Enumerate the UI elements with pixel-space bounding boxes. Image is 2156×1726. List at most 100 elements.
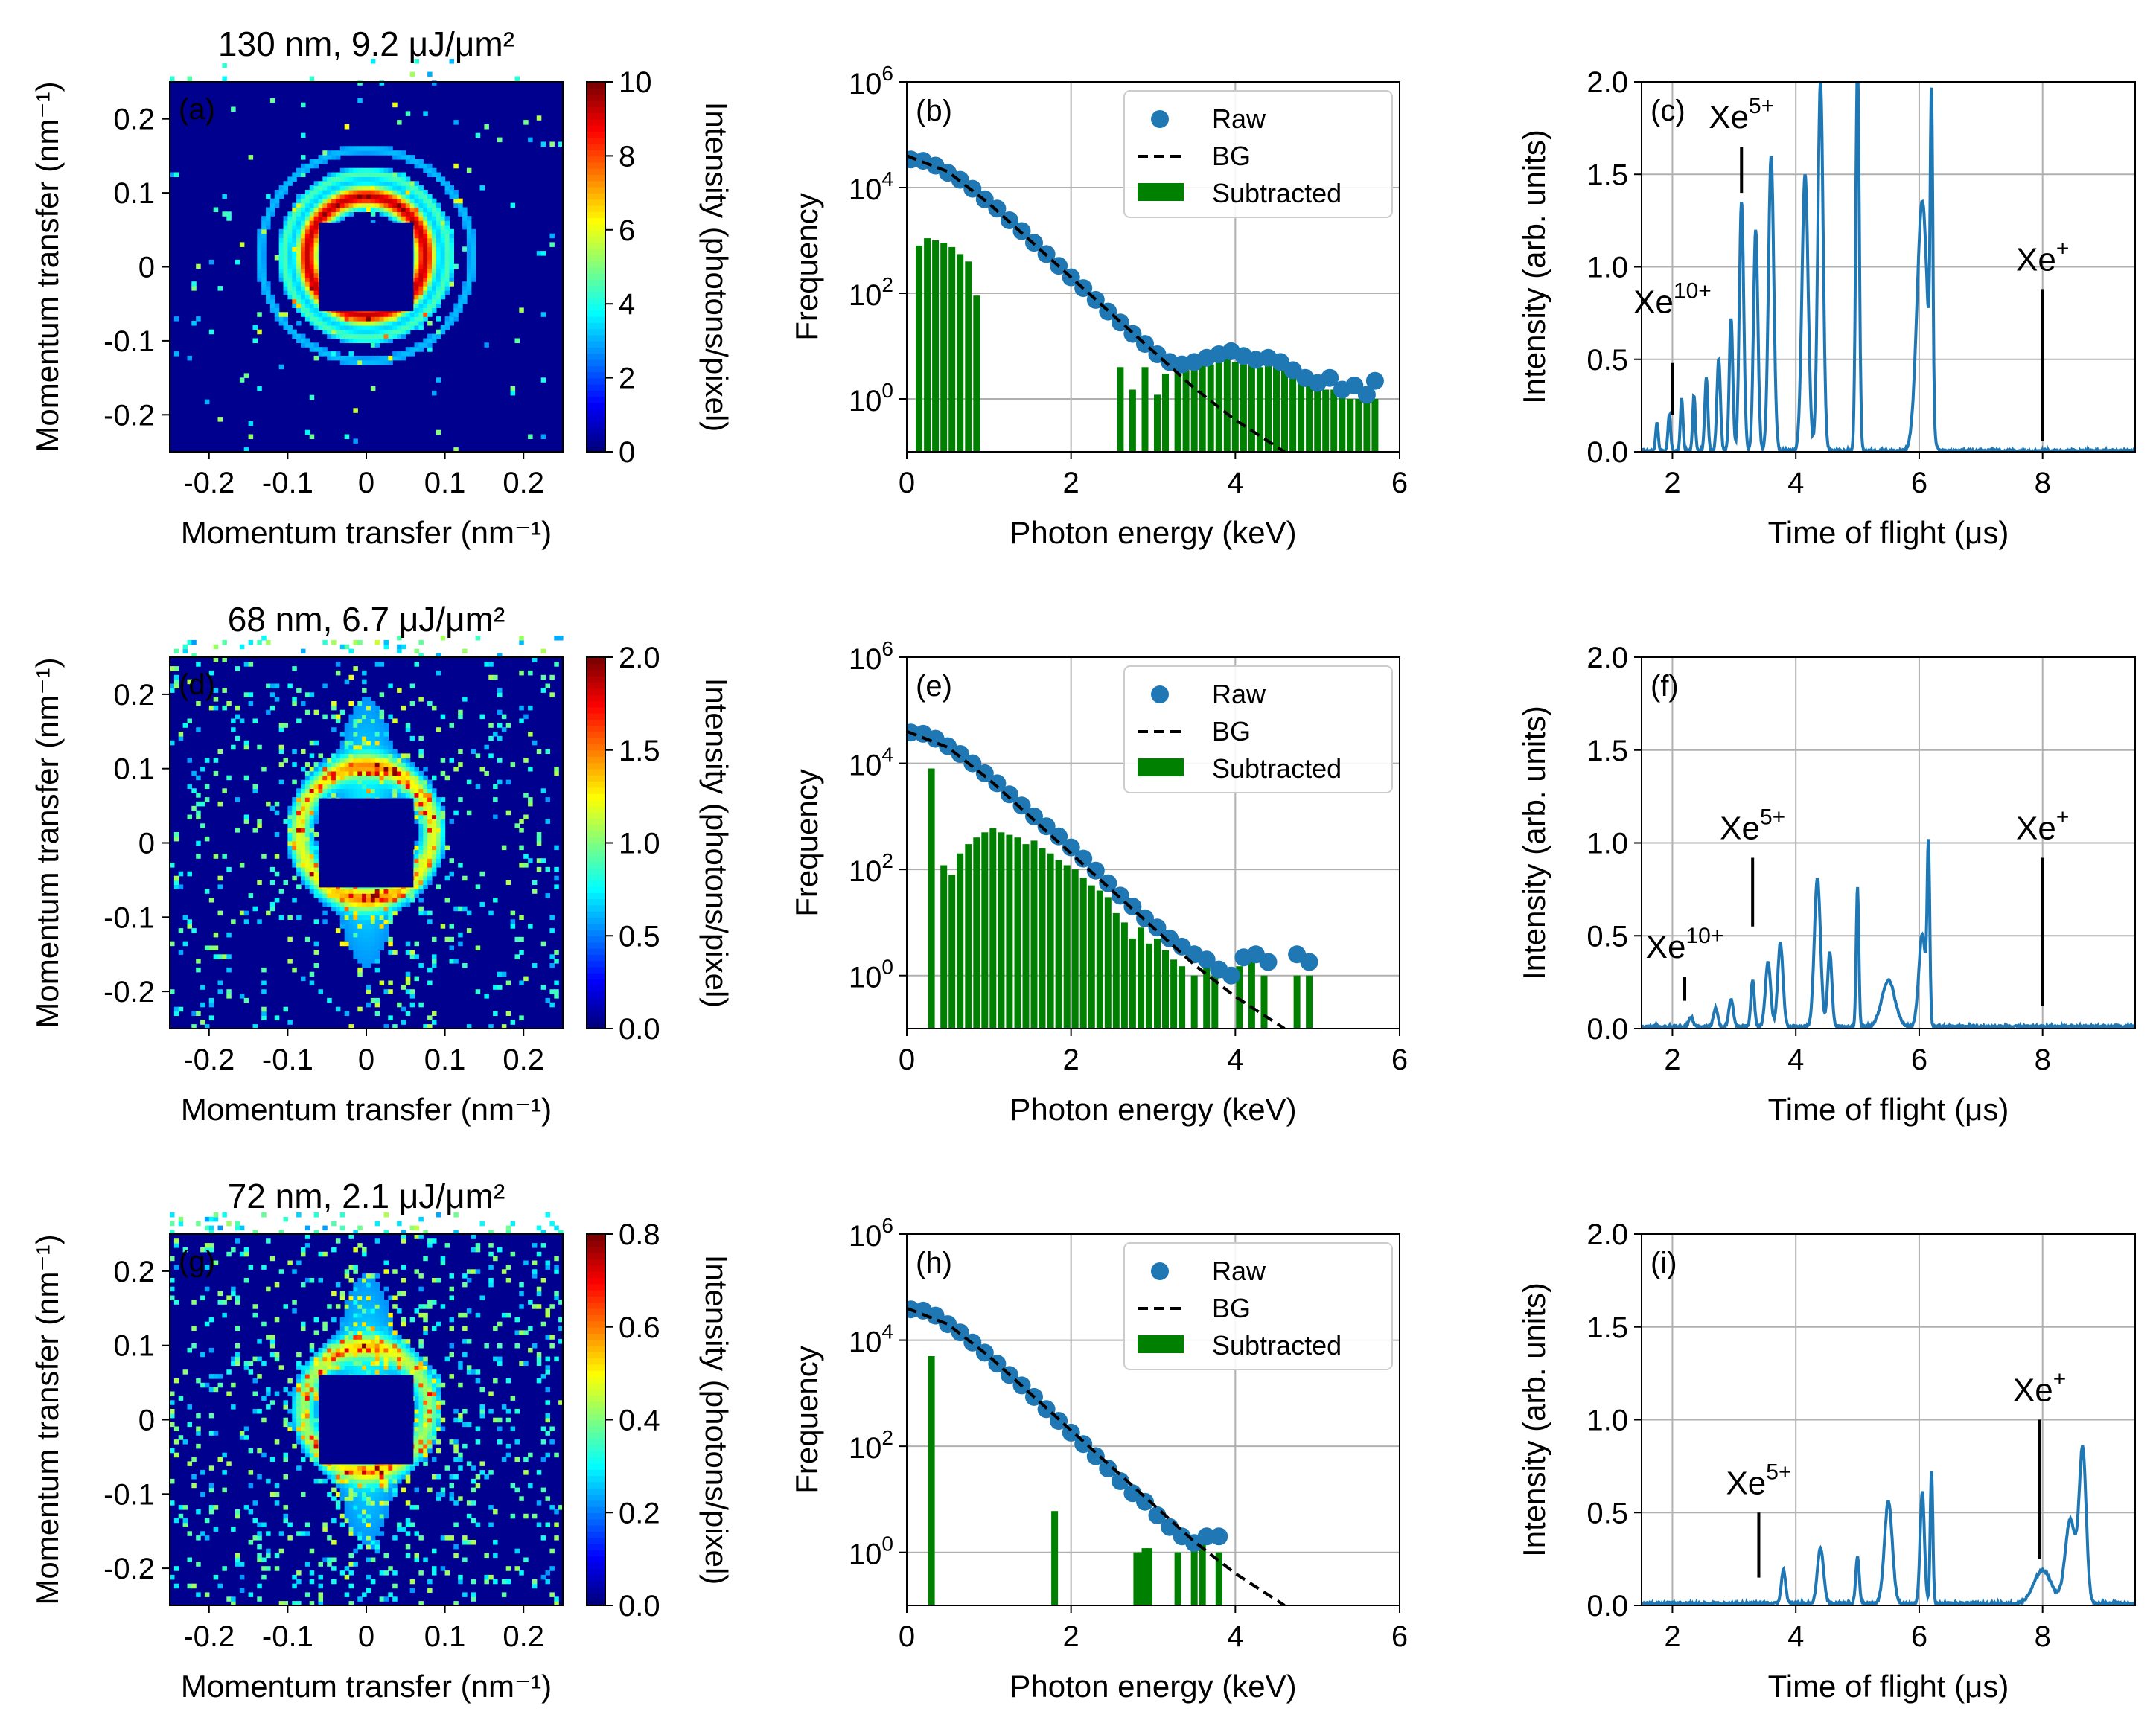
speckle-cell (191, 1483, 197, 1489)
speckle-cell (383, 359, 389, 365)
speckle-cell (366, 718, 371, 723)
speckle-cell (353, 718, 358, 723)
speckle-cell (388, 185, 393, 191)
speckle-cell (427, 342, 433, 348)
speckle-cell (353, 1527, 358, 1532)
speckle-cell (449, 190, 454, 195)
speckle-cell (366, 1308, 371, 1314)
speckle-cell (331, 784, 337, 789)
speckle-cell (357, 762, 363, 767)
speckle-cell (471, 237, 476, 243)
speckle-cell (309, 980, 315, 985)
speckle-cell (344, 325, 350, 330)
speckle-cell (313, 1230, 319, 1235)
speckle-cell (427, 1378, 433, 1384)
speckle-cell (270, 1343, 275, 1349)
speckle-cell (301, 1443, 306, 1449)
speckle-cell (414, 224, 419, 230)
speckle-cell (370, 1300, 376, 1305)
speckle-cell (261, 1574, 267, 1580)
speckle-cell (261, 1011, 267, 1016)
speckle-cell (327, 312, 332, 317)
speckle-cell (322, 1251, 328, 1257)
speckle-cell (362, 1308, 367, 1314)
speckle-cell (528, 137, 533, 143)
speckle-cell (362, 1509, 367, 1515)
speckle-cell (418, 1387, 424, 1393)
speckle-cell (296, 1378, 302, 1384)
speckle-cell (366, 779, 371, 785)
speckle-cell (414, 1365, 419, 1370)
speckle-cell (497, 709, 503, 715)
speckle-cell (287, 1391, 293, 1396)
speckle-cell (322, 1356, 328, 1362)
speckle-cell (379, 779, 385, 785)
speckle-cell (370, 924, 376, 929)
speckle-cell (309, 788, 315, 793)
speckle-cell (322, 898, 328, 903)
speckle-cell (397, 316, 402, 322)
speckle-cell (353, 316, 358, 322)
speckle-cell (301, 290, 306, 295)
speckle-cell (362, 749, 367, 754)
speckle-cell (296, 840, 302, 846)
speckle-cell (427, 805, 433, 811)
speckle-cell (440, 854, 446, 859)
speckle-cell (353, 898, 358, 903)
speckle-cell (366, 1312, 371, 1318)
speckle-cell (528, 767, 533, 772)
speckle-cell (405, 351, 411, 357)
speckle-cell (292, 697, 297, 702)
speckle-cell (173, 351, 179, 357)
speckle-cell (432, 202, 437, 208)
speckle-cell (475, 636, 481, 641)
speckle-cell (353, 932, 358, 938)
speckle-cell (344, 1465, 350, 1471)
speckle-cell (208, 898, 214, 903)
speckle-cell (173, 648, 179, 654)
speckle-cell (304, 775, 310, 781)
speckle-cell (427, 1238, 433, 1244)
speckle-cell (362, 1273, 367, 1279)
speckle-cell (383, 770, 389, 776)
speckle-cell (304, 294, 310, 300)
speckle-cell (331, 207, 337, 212)
speckle-cell (554, 875, 559, 881)
speckle-cell (235, 1343, 240, 1349)
speckle-cell (270, 98, 275, 103)
speckle-cell (383, 906, 389, 912)
speckle-cell (405, 1465, 411, 1471)
speckle-cell (475, 784, 481, 789)
speckle-cell (348, 901, 354, 907)
speckle-cell (427, 272, 433, 278)
speckle-cell (292, 242, 297, 247)
speckle-cell (418, 294, 424, 300)
speckle-cell (348, 1330, 354, 1335)
speckle-cell (173, 1006, 179, 1012)
speckle-cell (436, 211, 441, 217)
speckle-cell (362, 338, 367, 343)
speckle-cell (432, 863, 437, 868)
speckle-cell (423, 220, 428, 226)
speckle-cell (379, 1295, 385, 1300)
speckle-cell (392, 1024, 398, 1029)
speckle-cell (261, 237, 267, 243)
speckle-cell (540, 312, 546, 317)
speckle-cell (331, 753, 337, 758)
speckle-cell (196, 727, 201, 732)
speckle-cell (357, 355, 363, 361)
speckle-cell (418, 202, 424, 208)
speckle-cell (401, 1470, 406, 1475)
speckle-cell (362, 150, 367, 156)
speckle-cell (414, 1417, 419, 1423)
speckle-cell (318, 1465, 323, 1471)
speckle-cell (270, 198, 275, 204)
speckle-cell (405, 727, 411, 732)
speckle-cell (301, 1435, 306, 1440)
speckle-cell (348, 355, 354, 361)
speckle-cell (252, 1535, 258, 1541)
speckle-cell (549, 141, 555, 147)
speckle-cell (252, 828, 258, 833)
